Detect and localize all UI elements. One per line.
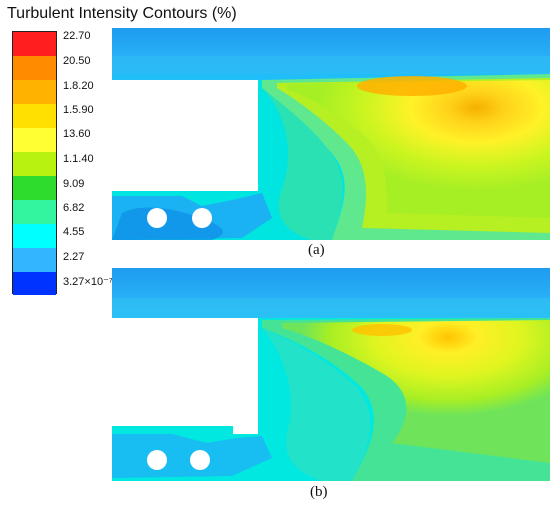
caption-b: (b) bbox=[310, 484, 328, 500]
colorbar-swatch-9 bbox=[13, 224, 56, 248]
colorbar-label-4: 1.5.90 bbox=[63, 104, 94, 116]
contour-panel-a bbox=[112, 28, 550, 240]
colorbar-label-10: 2.27 bbox=[63, 251, 85, 263]
contour-panel-b bbox=[112, 268, 550, 481]
colorbar-label-8: 6.82 bbox=[63, 202, 85, 214]
figure-title: Turbulent Intensity Contours (%) bbox=[7, 5, 237, 22]
contour-plot-b bbox=[112, 268, 550, 481]
colorbar-label-11: 3.27×10⁻⁷ bbox=[63, 276, 113, 288]
contour-plot-a bbox=[112, 28, 550, 240]
colorbar-label-9: 4.55 bbox=[63, 226, 85, 238]
colorbar-swatch-3 bbox=[13, 80, 56, 104]
colorbar-label-6: 1.1.40 bbox=[63, 153, 94, 165]
colorbar-swatch-6 bbox=[13, 152, 56, 176]
colorbar-swatch-10 bbox=[13, 248, 56, 272]
colorbar-label-3: 1.8.20 bbox=[63, 80, 94, 92]
colorbar-label-1: 22.70 bbox=[63, 30, 91, 42]
colorbar-label-2: 20.50 bbox=[63, 55, 91, 67]
colorbar-swatch-7 bbox=[13, 176, 56, 200]
colorbar-swatch-1 bbox=[13, 32, 56, 56]
colorbar-swatch-4 bbox=[13, 104, 56, 128]
colorbar-swatch-8 bbox=[13, 200, 56, 224]
caption-a: (a) bbox=[308, 242, 325, 258]
colorbar-label-5: 13.60 bbox=[63, 128, 91, 140]
colorbar-swatch-2 bbox=[13, 56, 56, 80]
colorbar-swatch-11 bbox=[13, 272, 56, 295]
colorbar-label-7: 9.09 bbox=[63, 178, 85, 190]
colorbar-swatch-5 bbox=[13, 128, 56, 152]
colorbar bbox=[12, 31, 57, 295]
